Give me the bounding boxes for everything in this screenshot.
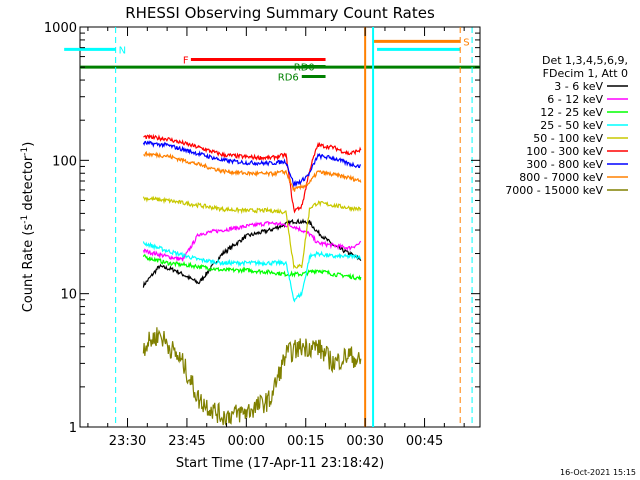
x-tick-label: 00:45 xyxy=(406,434,443,449)
x-tick-label: 00:00 xyxy=(228,434,265,449)
series-line xyxy=(142,195,362,270)
series-line xyxy=(142,254,362,281)
x-axis-label: Start Time (17-Apr-11 23:18:42) xyxy=(176,456,384,471)
x-tick-label: 00:30 xyxy=(346,434,383,449)
y-tick-label: 1000 xyxy=(44,21,77,36)
legend-entry: 12 - 25 keV xyxy=(540,106,603,119)
y-tick-label: 100 xyxy=(52,154,77,169)
legend-entry: 25 - 50 keV xyxy=(540,119,603,132)
flag-label: N xyxy=(119,45,126,56)
flag-label: RD0 xyxy=(294,63,315,74)
flag-label: F xyxy=(183,56,189,67)
x-tick-label: 23:30 xyxy=(109,434,146,449)
legend-entry: 7000 - 15000 keV xyxy=(505,184,603,197)
flag-label: S xyxy=(463,37,469,48)
series-line xyxy=(142,327,362,426)
series-line xyxy=(142,241,362,303)
vertical-markers xyxy=(115,27,473,427)
x-tick-label: 23:45 xyxy=(168,434,205,449)
legend-entry: 100 - 300 keV xyxy=(526,145,603,158)
footer-timestamp: 16-Oct-2021 15:15 xyxy=(560,468,636,477)
legend-entry: 3 - 6 keV xyxy=(554,80,603,93)
chart-title: RHESSI Observing Summary Count Rates xyxy=(125,4,435,22)
legend-entry: 300 - 800 keV xyxy=(526,158,603,171)
legend-entry: 50 - 100 keV xyxy=(533,132,603,145)
y-tick-label: 1 xyxy=(69,421,77,436)
series-line xyxy=(142,140,362,188)
legend: Det 1,3,4,5,6,9, FDecim 1, Att 0 3 - 6 k… xyxy=(505,54,628,197)
legend-entry: 800 - 7000 keV xyxy=(519,171,603,184)
plot-frame xyxy=(79,26,481,428)
series-line xyxy=(143,150,362,192)
series-lines xyxy=(142,133,362,426)
axes: 1 10 100 1000 23:30 23:45 00:00 00:15 00:30 00:45 xyxy=(44,21,480,449)
x-tick-label: 00:15 xyxy=(287,434,324,449)
legend-title-1: Det 1,3,4,5,6,9, xyxy=(542,54,628,67)
series-line xyxy=(143,133,362,214)
legend-title-2: FDecim 1, Att 0 xyxy=(543,67,628,80)
y-tick-label: 10 xyxy=(60,288,77,303)
flag-label: RD6 xyxy=(278,73,299,84)
series-line xyxy=(142,218,362,288)
legend-entry: 6 - 12 keV xyxy=(547,93,603,106)
series-line xyxy=(142,221,362,262)
y-axis-label: Count Rate (s-1 detector-1) xyxy=(20,142,36,313)
